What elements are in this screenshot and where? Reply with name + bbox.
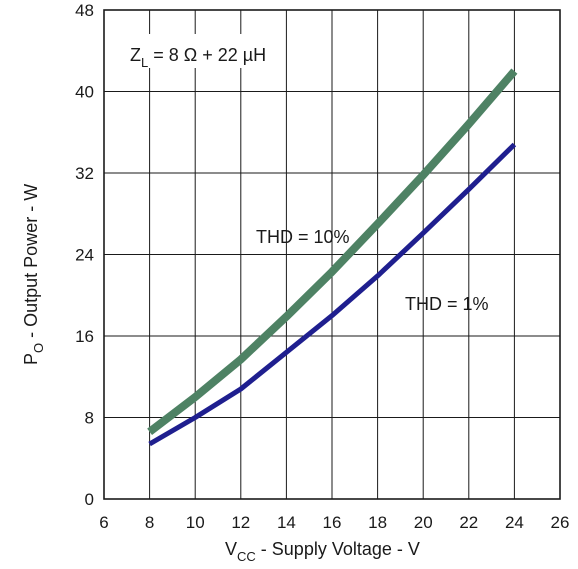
x-tick-label: 24	[505, 513, 524, 532]
grid	[104, 10, 560, 499]
x-tick-label: 12	[231, 513, 250, 532]
y-tick-label: 24	[75, 246, 94, 265]
y-axis-label: PO - Output Power - W	[21, 184, 46, 365]
thd-10-line	[147, 68, 518, 435]
x-tick-label: 18	[368, 513, 387, 532]
y-tick-label: 32	[75, 164, 94, 183]
x-tick-label: 6	[99, 513, 108, 532]
x-tick-label: 14	[277, 513, 296, 532]
x-axis: 6 8 10 12 14 16 18 20 22 24 26	[99, 513, 569, 532]
x-tick-label: 16	[323, 513, 342, 532]
load-condition-label: ZL = 8 Ω + 22 µH	[130, 45, 266, 70]
x-tick-label: 20	[414, 513, 433, 532]
y-tick-label: 8	[85, 409, 94, 428]
x-tick-label: 10	[186, 513, 205, 532]
x-tick-label: 22	[459, 513, 478, 532]
y-tick-label: 0	[85, 490, 94, 509]
y-axis: 0 8 16 24 32 40 48	[75, 1, 94, 509]
plot-frame	[103, 9, 561, 500]
condition-label-bg	[122, 34, 284, 68]
x-tick-label: 8	[145, 513, 154, 532]
series-lines	[147, 68, 518, 447]
series-label-thd-10: THD = 10%	[256, 227, 350, 247]
x-axis-label: VCC - Supply Voltage - V	[225, 539, 420, 564]
y-tick-label: 48	[75, 1, 94, 20]
x-tick-label: 26	[551, 513, 570, 532]
y-tick-label: 16	[75, 327, 94, 346]
thd-1-line	[148, 142, 517, 447]
y-tick-label: 40	[75, 83, 94, 102]
series-label-thd-1: THD = 1%	[405, 294, 489, 314]
